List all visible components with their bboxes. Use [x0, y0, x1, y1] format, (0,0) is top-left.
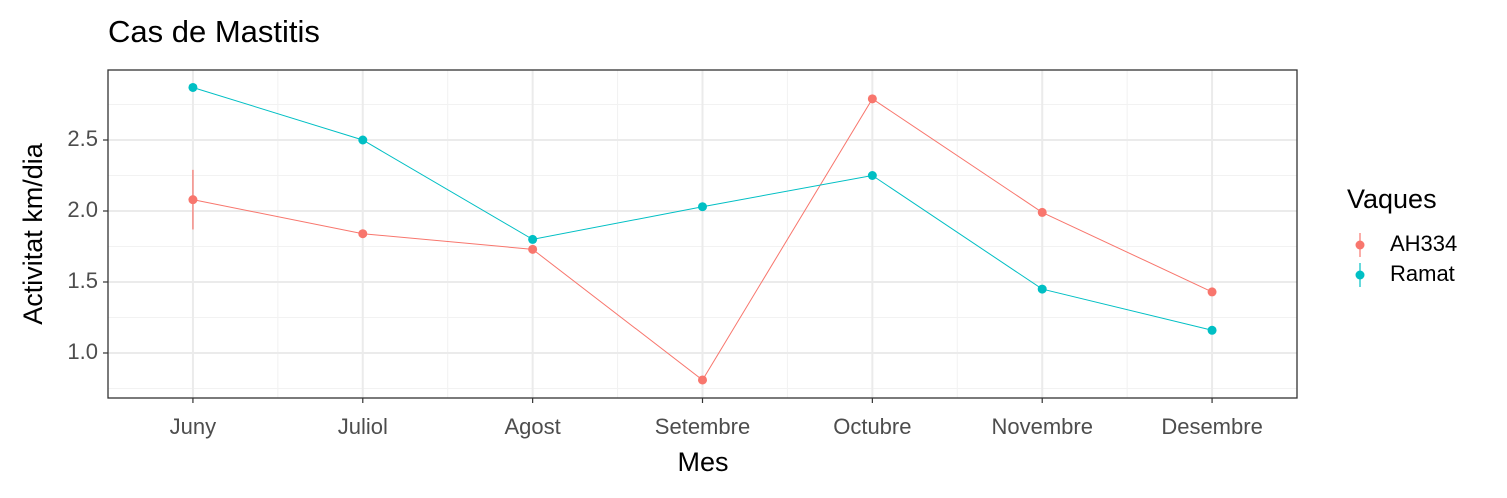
data-point	[358, 135, 368, 145]
y-tick-label: 1.5	[67, 268, 98, 293]
legend-title: Vaques	[1347, 184, 1437, 214]
data-point	[698, 375, 707, 385]
data-point	[867, 94, 877, 104]
legend-key-point	[1355, 240, 1365, 250]
data-point	[1037, 284, 1047, 294]
x-axis-title: Mes	[677, 447, 728, 477]
data-point	[528, 234, 538, 244]
data-point	[528, 244, 538, 254]
y-tick-label: 2.0	[67, 197, 98, 222]
data-point	[1037, 207, 1047, 217]
chart-title: Cas de Mastitis	[108, 14, 320, 49]
data-point	[358, 229, 368, 239]
y-tick-label: 2.5	[67, 126, 98, 151]
data-point	[698, 202, 707, 212]
x-tick-label: Agost	[505, 414, 561, 439]
data-point	[188, 195, 198, 205]
legend-key-point	[1355, 270, 1365, 280]
x-tick-label: Novembre	[991, 414, 1092, 439]
data-point	[867, 170, 877, 180]
x-tick-label: Desembre	[1161, 414, 1262, 439]
legend-label: AH334	[1390, 231, 1457, 256]
data-point	[1207, 325, 1217, 335]
x-tick-label: Octubre	[833, 414, 911, 439]
y-tick-label: 1.0	[67, 339, 98, 364]
x-tick-label: Setembre	[655, 414, 750, 439]
legend-label: Ramat	[1390, 261, 1455, 286]
y-axis-title: Activitat km/dia	[18, 142, 48, 325]
x-tick-label: Juliol	[338, 414, 388, 439]
data-point	[1207, 287, 1217, 297]
x-tick-label: Juny	[170, 414, 216, 439]
data-point	[188, 82, 198, 92]
plot-border	[107, 69, 1298, 399]
